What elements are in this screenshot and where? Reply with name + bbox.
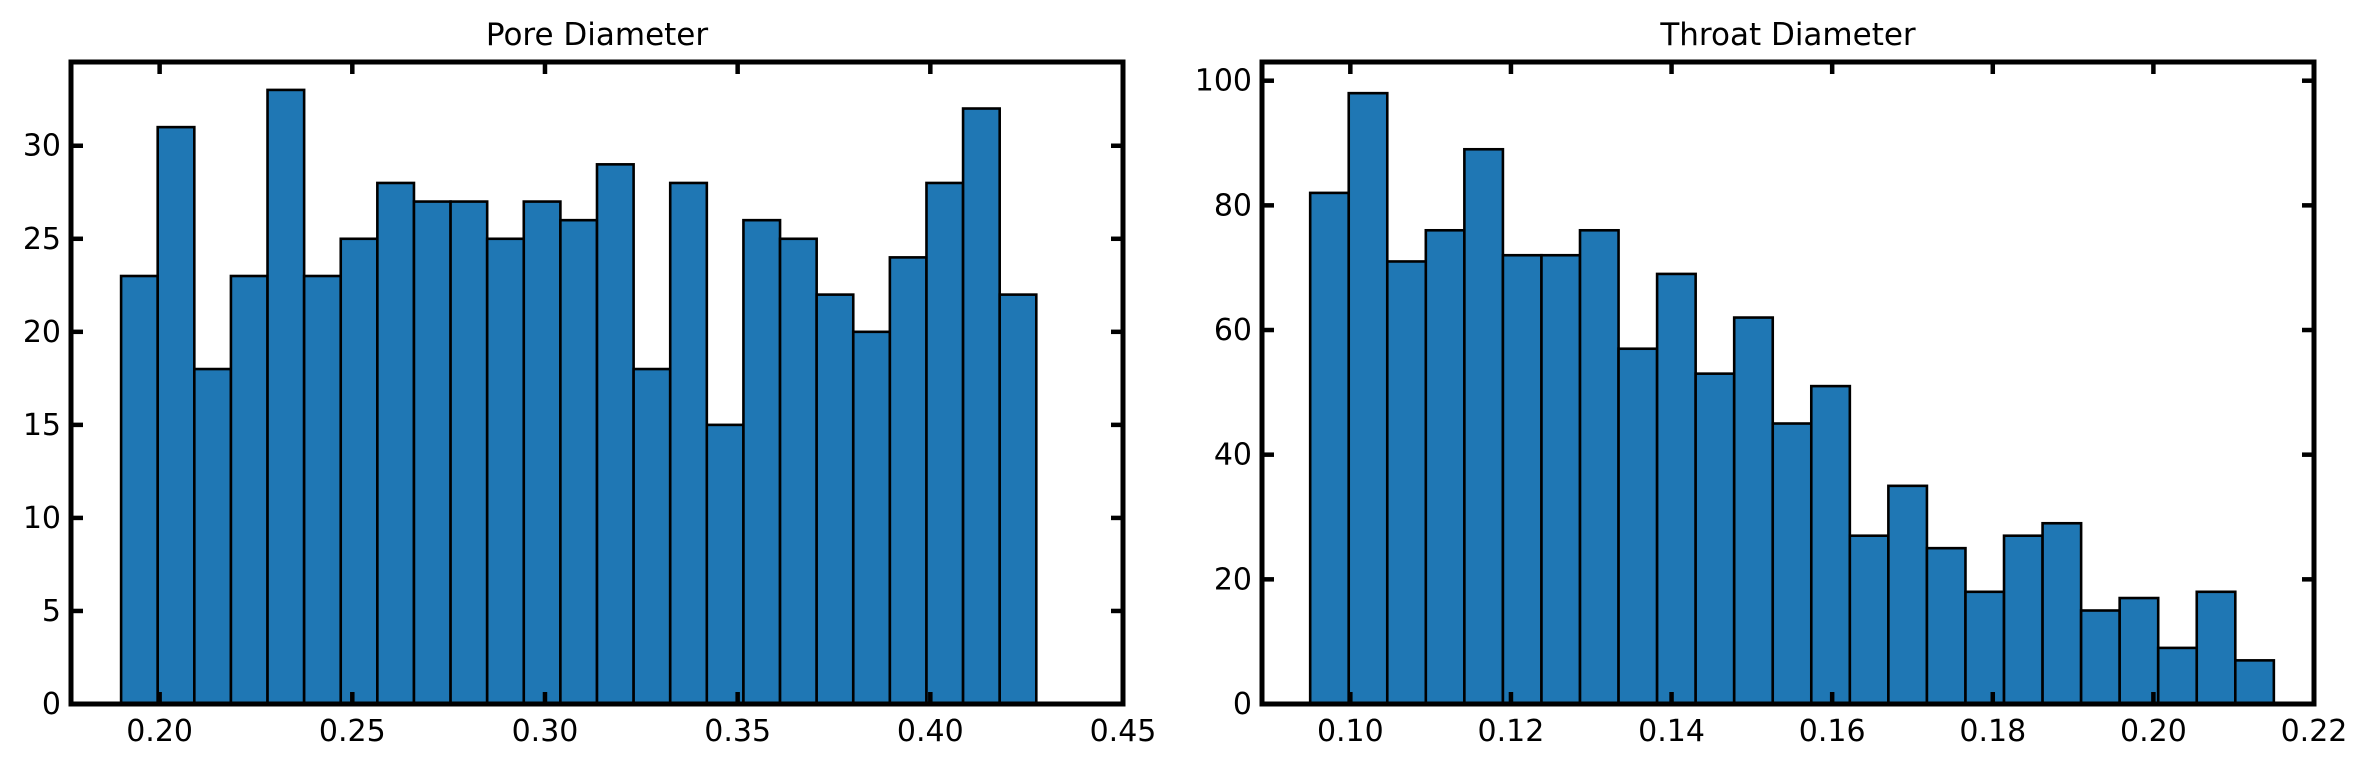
pore-chart-title: Pore Diameter xyxy=(486,17,709,53)
pore-bar-21 xyxy=(888,256,928,706)
throat-xtick-label-0: 0.10 xyxy=(1317,714,1384,749)
throat-bar-7 xyxy=(1578,228,1620,706)
pore-bar-4 xyxy=(266,88,306,706)
pore-bar-20 xyxy=(851,330,892,706)
throat-bar-5 xyxy=(1501,253,1543,706)
throat-bar-9 xyxy=(1655,272,1697,706)
pore-xtick-label-5: 0.45 xyxy=(1090,714,1157,749)
pore-bar-15 xyxy=(668,181,709,706)
throat-bar-3 xyxy=(1424,228,1466,706)
throat-bar-12 xyxy=(1771,422,1813,706)
pore-xtick-label-4: 0.40 xyxy=(897,714,964,749)
throat-bar-15 xyxy=(1887,484,1929,706)
throat-xtick-label-5: 0.20 xyxy=(2120,714,2187,749)
pore-bar-24 xyxy=(998,293,1038,706)
throat-plot-frame xyxy=(1259,59,2317,707)
throat-xtick-label-3: 0.16 xyxy=(1799,714,1866,749)
throat-bar-13 xyxy=(1809,384,1852,706)
throat-ytick-label-4: 80 xyxy=(1214,188,1252,223)
throat-bar-16 xyxy=(1925,546,1967,706)
pore-xtick-label-2: 0.30 xyxy=(512,714,579,749)
pore-bar-17 xyxy=(742,218,782,706)
pore-bar-9 xyxy=(449,200,489,706)
throat-ytick-label-5: 100 xyxy=(1195,64,1252,99)
pore-bar-5 xyxy=(302,274,343,706)
pore-bar-6 xyxy=(339,237,379,706)
throat-chart-title: Throat Diameter xyxy=(1659,17,1916,53)
pore-bar-22 xyxy=(925,181,965,706)
throat-xtick-label-2: 0.14 xyxy=(1638,714,1705,749)
pore-bar-3 xyxy=(229,274,269,706)
pore-ytick-label-5: 25 xyxy=(23,222,61,257)
pore-ytick-label-2: 10 xyxy=(23,501,61,536)
pore-bar-12 xyxy=(559,218,599,706)
pore-bar-8 xyxy=(412,200,452,706)
pore-ytick-label-3: 15 xyxy=(23,408,61,443)
pore-bar-0 xyxy=(119,274,160,706)
pore-xtick-label-1: 0.25 xyxy=(319,714,386,749)
throat-diameter-histogram: 0.10 0.12 0.14 0.16 0.18 0.20 0.22 0 20 40 60 80 100… xyxy=(1195,17,2348,749)
pore-bar-7 xyxy=(376,181,416,706)
throat-xtick-label-4: 0.18 xyxy=(1959,714,2026,749)
pore-bar-2 xyxy=(193,367,233,706)
throat-bar-20 xyxy=(2079,609,2121,706)
throat-bar-14 xyxy=(1848,534,1890,706)
throat-bar-2 xyxy=(1385,260,1428,706)
pore-ytick-label-4: 20 xyxy=(23,315,61,350)
throat-xtick-label-1: 0.12 xyxy=(1478,714,1545,749)
pore-ytick-label-6: 30 xyxy=(23,129,61,164)
throat-bar-4 xyxy=(1463,147,1505,706)
throat-bar-11 xyxy=(1732,316,1775,706)
pore-bar-1 xyxy=(156,125,196,706)
throat-bar-1 xyxy=(1347,91,1389,706)
throat-ytick-label-3: 60 xyxy=(1214,313,1252,348)
pore-diameter-histogram: 0.20 0.25 0.30 0.35 0.40 0.45 0 5 10 15 20 25 30 Pore… xyxy=(23,17,1157,749)
throat-ytick-label-1: 20 xyxy=(1214,562,1252,597)
throat-bar-18 xyxy=(2002,534,2044,706)
pore-bar-11 xyxy=(522,200,562,706)
throat-ytick-label-0: 0 xyxy=(1233,687,1252,722)
pore-bar-18 xyxy=(778,237,818,706)
throat-bar-6 xyxy=(1540,253,1582,706)
throat-bar-17 xyxy=(1964,590,2006,706)
pore-bar-10 xyxy=(485,237,526,706)
throat-ytick-label-2: 40 xyxy=(1214,438,1252,473)
throat-bar-8 xyxy=(1617,347,1659,706)
pore-xtick-label-0: 0.20 xyxy=(126,714,193,749)
pore-bar-16 xyxy=(705,423,745,706)
throat-bar-0 xyxy=(1308,191,1351,706)
throat-xtick-label-6: 0.22 xyxy=(2281,714,2348,749)
pore-ytick-label-0: 0 xyxy=(42,687,61,722)
throat-bar-21 xyxy=(2118,596,2160,706)
pore-bar-23 xyxy=(961,107,1001,706)
pore-bar-13 xyxy=(595,163,635,706)
pore-plot-frame xyxy=(68,59,1126,707)
throat-bar-10 xyxy=(1694,372,1736,706)
throat-bar-24 xyxy=(2234,659,2276,706)
pore-bar-14 xyxy=(632,367,672,706)
pore-xtick-label-3: 0.35 xyxy=(704,714,771,749)
pore-ytick-label-1: 5 xyxy=(42,594,61,629)
throat-bar-19 xyxy=(2041,521,2083,706)
throat-bar-22 xyxy=(2156,646,2199,706)
pore-bar-19 xyxy=(815,293,855,706)
throat-bar-23 xyxy=(2195,590,2237,706)
